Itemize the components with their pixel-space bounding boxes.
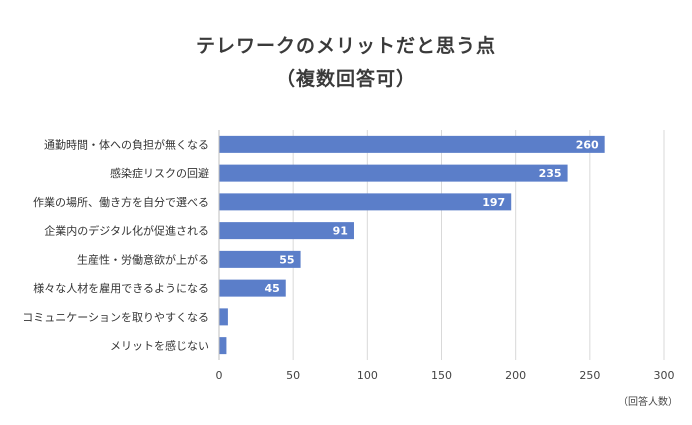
data-label: 197	[482, 196, 505, 209]
category-label: 様々な人材を雇用できるようになる	[33, 281, 209, 295]
data-label: 235	[539, 167, 562, 180]
x-tick-label: 250	[579, 369, 600, 382]
chart-title: テレワークのメリットだと思う点	[195, 35, 496, 57]
data-label: 260	[576, 138, 599, 151]
category-label: 感染症リスクの回避	[110, 166, 209, 180]
bar	[219, 193, 512, 211]
category-label: 企業内のデジタル化が促進される	[44, 224, 209, 238]
category-label: 作業の場所、働き方を自分で選べる	[33, 195, 209, 209]
bar	[219, 279, 286, 297]
category-label: 生産性・労働意欲が上がる	[77, 252, 209, 266]
data-label: 91	[333, 225, 348, 238]
x-tick-label: 0	[216, 369, 223, 382]
bar	[219, 222, 354, 240]
bar	[219, 337, 227, 355]
bar	[219, 250, 301, 268]
category-label: メリットを感じない	[110, 340, 209, 353]
x-tick-label: 50	[286, 369, 300, 382]
chart-subtitle: （複数回答可）	[275, 68, 416, 90]
category-label: コミュニケーションを取りやすくなる	[22, 311, 209, 324]
x-tick-label: 150	[431, 369, 452, 382]
bar	[219, 164, 568, 182]
bar	[219, 308, 228, 326]
data-label: 55	[279, 253, 294, 266]
data-label: 45	[264, 282, 279, 295]
x-axis-unit-label: （回答人数）	[618, 397, 678, 408]
x-tick-label: 100	[357, 369, 378, 382]
bar	[219, 135, 605, 153]
x-tick-label: 200	[505, 369, 526, 382]
category-label: 通勤時間・体への負担が無くなる	[44, 137, 209, 151]
x-tick-label: 300	[654, 369, 675, 382]
